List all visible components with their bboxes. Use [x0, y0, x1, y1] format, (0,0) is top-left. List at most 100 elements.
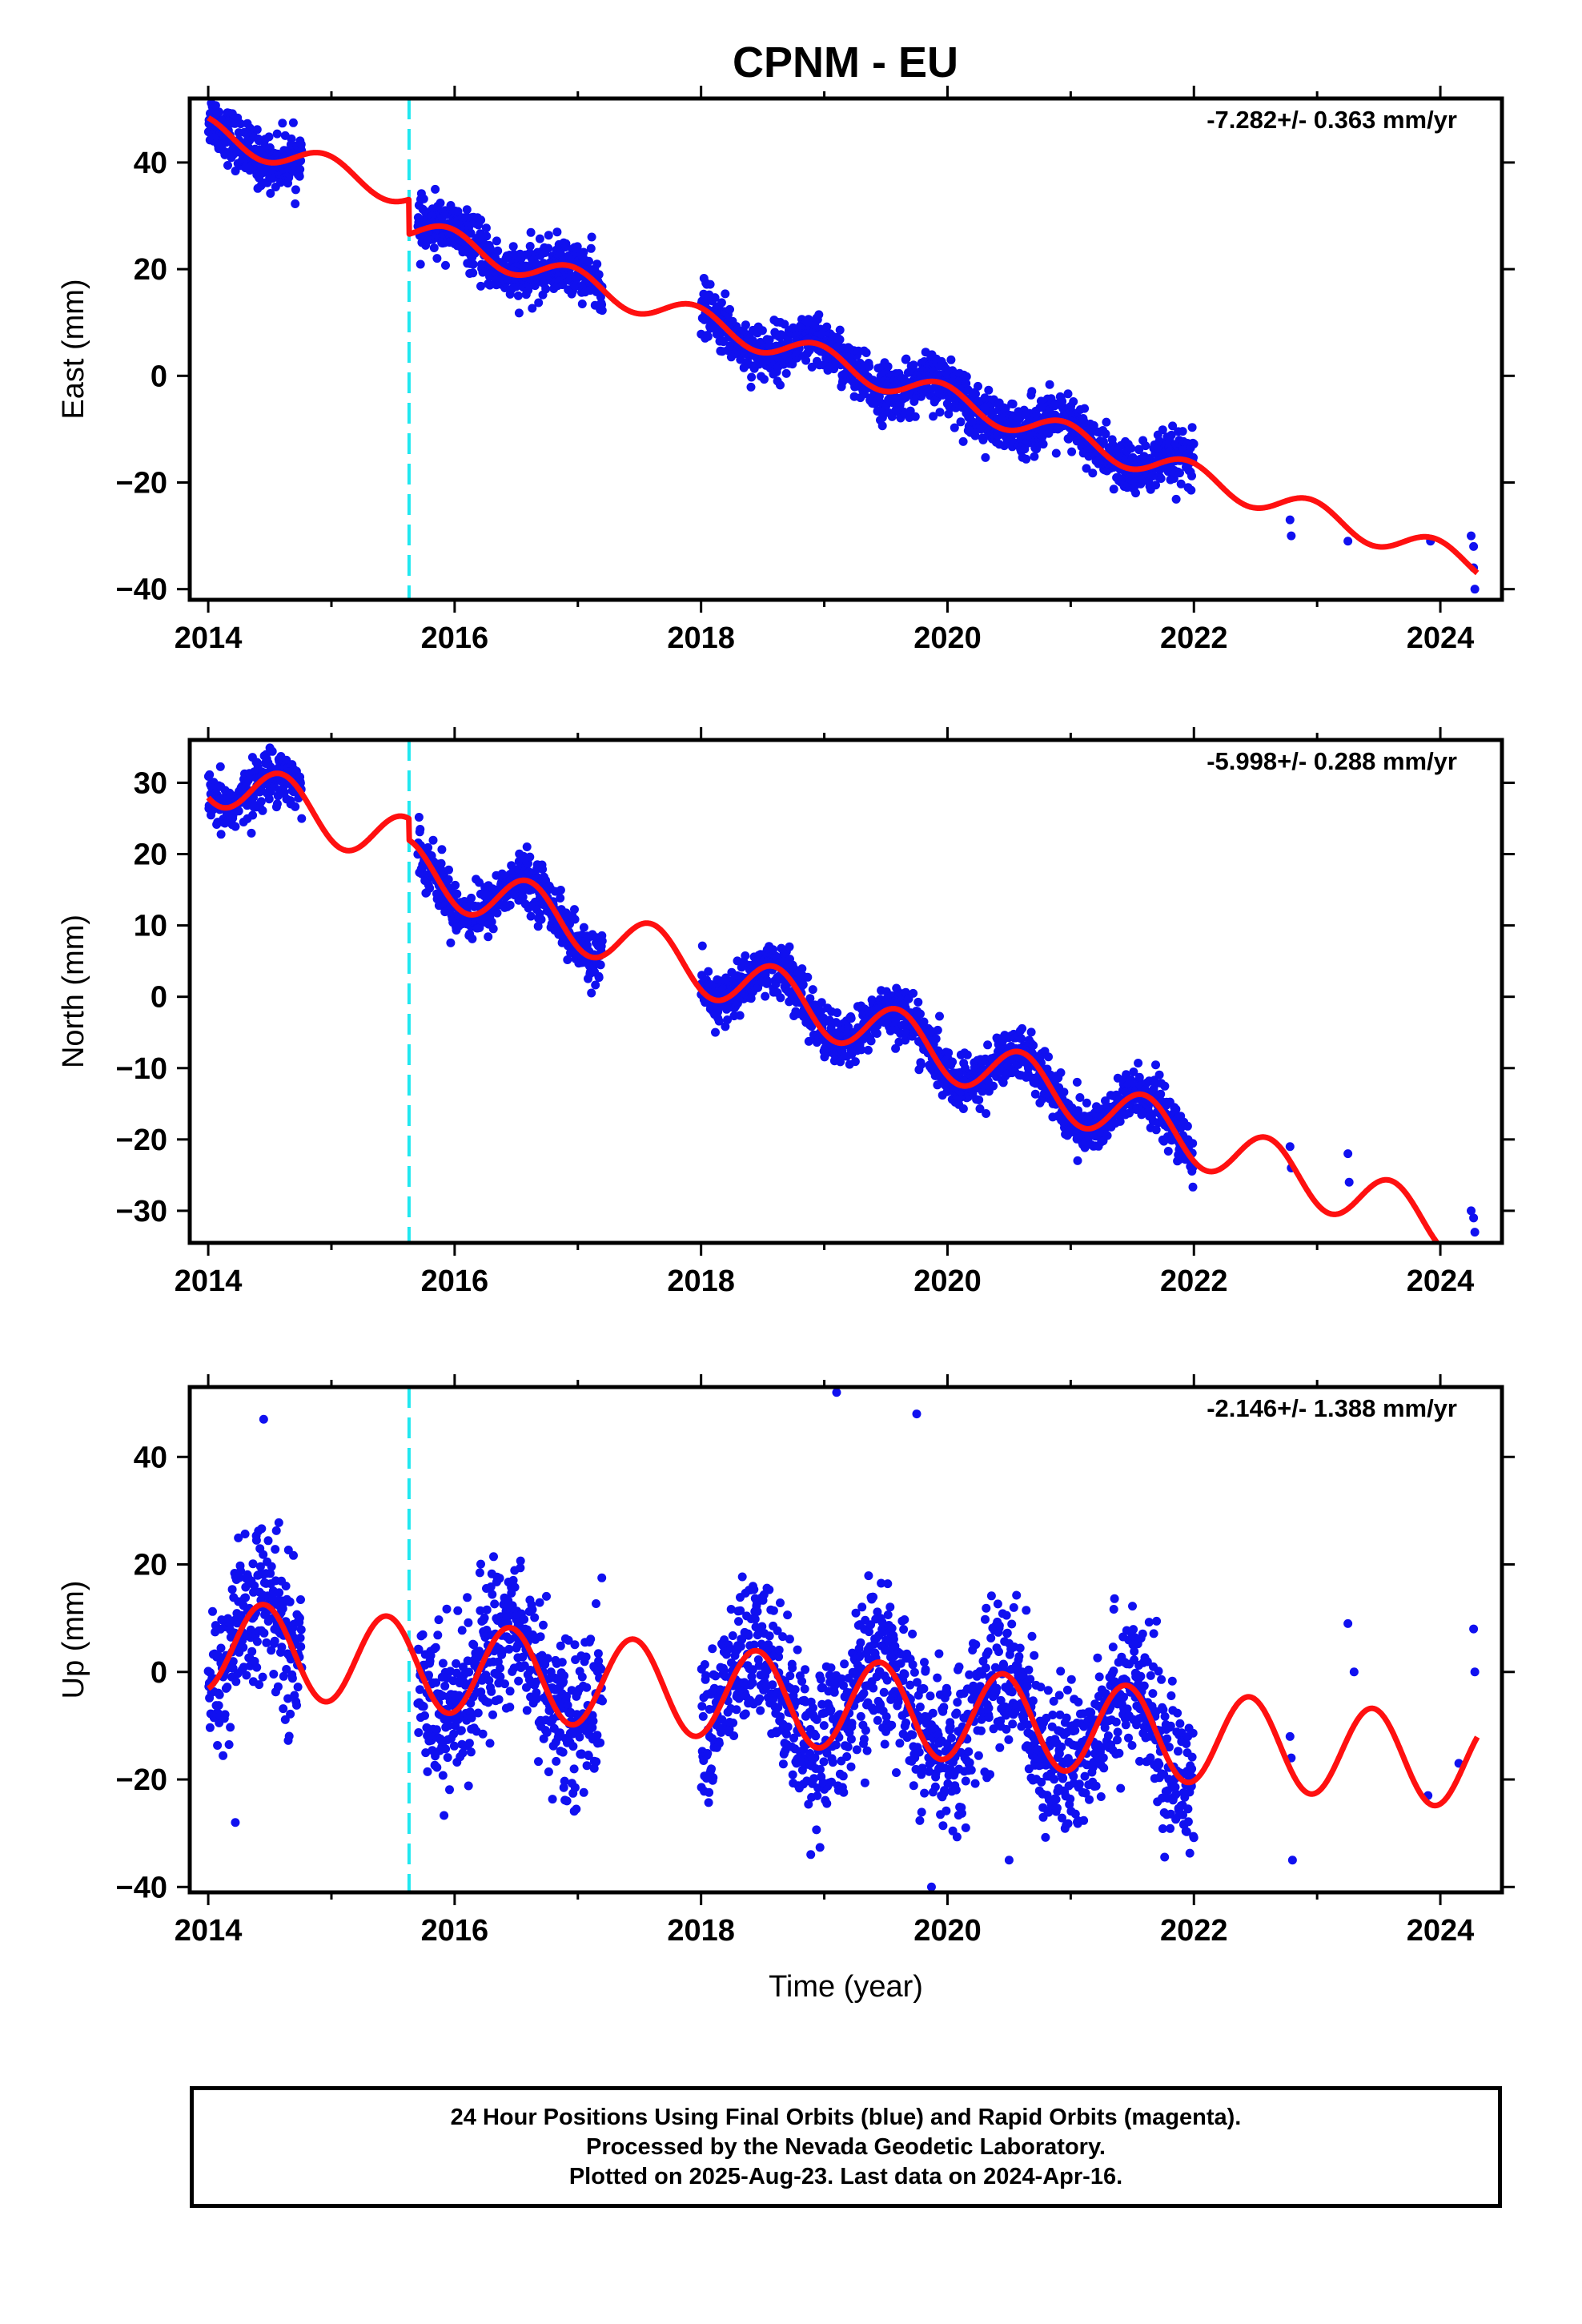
- data-point: [958, 1104, 968, 1113]
- data-point: [293, 1683, 303, 1692]
- data-point: [482, 1605, 492, 1614]
- data-point: [1141, 441, 1150, 451]
- data-point: [286, 1709, 295, 1719]
- data-point: [1343, 1149, 1353, 1159]
- data-point: [542, 1591, 551, 1601]
- data-point: [231, 167, 240, 175]
- data-point: [958, 436, 968, 446]
- data-point: [544, 243, 553, 253]
- data-point: [522, 842, 532, 851]
- data-point: [757, 326, 767, 336]
- data-point: [570, 1640, 580, 1650]
- data-point: [735, 1011, 745, 1020]
- data-point: [1029, 1040, 1038, 1050]
- data-point: [467, 893, 476, 903]
- data-point: [883, 362, 893, 372]
- data-point: [488, 1590, 497, 1599]
- data-point: [278, 119, 287, 128]
- data-point: [1469, 1213, 1479, 1223]
- data-point: [270, 1636, 279, 1646]
- data-point: [1102, 1131, 1112, 1140]
- data-point: [592, 1599, 600, 1608]
- data-point: [438, 1659, 448, 1668]
- data-point: [267, 746, 277, 756]
- data-point: [588, 1716, 598, 1726]
- data-point: [1038, 440, 1048, 449]
- data-point: [444, 865, 453, 875]
- data-point: [416, 259, 425, 269]
- data-point: [1008, 400, 1018, 408]
- data-point: [438, 1771, 448, 1780]
- data-point: [219, 1751, 228, 1760]
- data-point: [462, 205, 472, 215]
- chart-title: CPNM - EU: [733, 38, 958, 86]
- data-point: [1063, 389, 1073, 399]
- data-point: [234, 806, 243, 816]
- x-tick-label: 2014: [175, 621, 243, 655]
- data-point: [741, 320, 750, 330]
- data-point: [432, 1763, 442, 1772]
- data-point: [1467, 531, 1476, 541]
- x-tick-label: 2020: [913, 621, 982, 655]
- data-point: [1067, 447, 1077, 456]
- data-point: [1088, 468, 1098, 478]
- data-point: [505, 900, 515, 910]
- data-point: [835, 325, 845, 335]
- data-point: [1059, 1088, 1069, 1097]
- data-point: [295, 1614, 304, 1622]
- data-point: [1082, 1098, 1091, 1108]
- data-point: [256, 797, 266, 806]
- data-point: [227, 1585, 237, 1594]
- data-point: [762, 975, 772, 985]
- data-point: [287, 1674, 297, 1683]
- data-point: [877, 421, 887, 431]
- data-point: [271, 1526, 281, 1535]
- data-point: [495, 1574, 504, 1583]
- fit-curve: [206, 770, 1441, 1243]
- y-tick-label: 20: [134, 838, 167, 872]
- data-point: [272, 129, 282, 139]
- data-point: [518, 892, 528, 902]
- data-point: [933, 1025, 942, 1035]
- y-tick-label: 0: [151, 360, 167, 393]
- data-point: [1188, 1182, 1198, 1192]
- data-point: [1176, 479, 1186, 489]
- data-point: [289, 1550, 298, 1560]
- data-point: [785, 942, 794, 951]
- data-point: [1469, 541, 1479, 551]
- data-point: [970, 431, 980, 440]
- data-point: [543, 1654, 552, 1663]
- data-point: [846, 1014, 856, 1023]
- y-tick-label: 30: [134, 766, 167, 800]
- data-point: [432, 1725, 441, 1735]
- data-point: [1045, 380, 1054, 389]
- data-point: [277, 1642, 287, 1652]
- data-point: [1058, 396, 1067, 406]
- data-point: [711, 1027, 720, 1037]
- data-point: [586, 243, 596, 253]
- data-point: [570, 915, 580, 924]
- data-point: [560, 1671, 569, 1681]
- data-point: [905, 406, 915, 416]
- y-axis-label: East (mm): [57, 279, 90, 419]
- data-point: [482, 231, 492, 241]
- data-point: [587, 232, 596, 242]
- data-point: [424, 842, 433, 852]
- data-point: [539, 1620, 548, 1630]
- data-point: [776, 993, 785, 1003]
- data-point: [481, 223, 491, 233]
- data-point: [533, 922, 543, 931]
- y-tick-label: −20: [116, 1124, 167, 1157]
- data-point: [1160, 1081, 1170, 1091]
- data-point: [466, 1747, 476, 1757]
- data-point: [535, 1598, 544, 1607]
- data-point: [1470, 585, 1480, 594]
- data-point: [464, 1667, 474, 1677]
- data-point: [432, 254, 442, 263]
- data-point: [544, 231, 553, 240]
- data-point: [446, 938, 456, 947]
- data-point: [418, 1630, 428, 1639]
- data-point: [1182, 1121, 1192, 1131]
- data-point: [494, 1695, 504, 1704]
